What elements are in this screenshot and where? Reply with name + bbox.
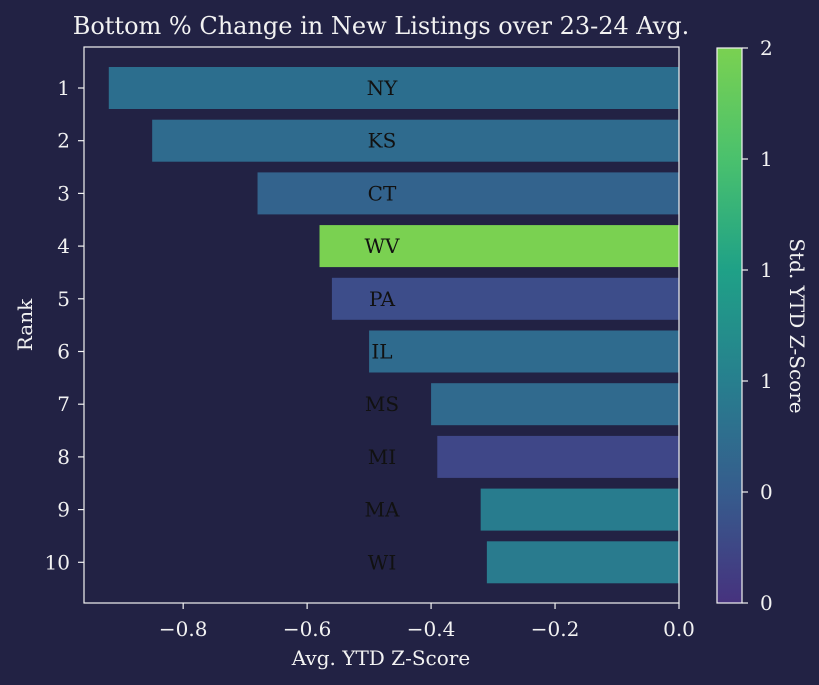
bar-labels-group: NY KS CT WV PA IL MS MI MA WI <box>365 76 401 574</box>
y-tick-label: 9 <box>57 498 70 522</box>
y-tick-label: 6 <box>57 340 70 364</box>
x-tick-label: −0.8 <box>159 617 208 641</box>
colorbar-label: Std. YTD Z-Score <box>785 238 809 413</box>
colorbar-tick-label: 2 <box>760 36 773 60</box>
bar-ct <box>257 172 679 215</box>
y-tick-label: 8 <box>57 445 70 469</box>
bar-label-wi: WI <box>368 550 396 574</box>
x-tick-label: −0.4 <box>407 617 456 641</box>
bar-label-wv: WV <box>365 234 401 258</box>
bar-label-ct: CT <box>368 181 397 205</box>
colorbar-ticks: 2 1 1 1 0 0 <box>742 36 773 615</box>
y-tick-label: 2 <box>57 129 70 153</box>
bar-label-pa: PA <box>369 287 396 311</box>
y-axis-label: Rank <box>13 298 37 351</box>
bar-ks <box>152 119 680 162</box>
bar-label-ma: MA <box>365 498 400 522</box>
plot-frame <box>83 46 680 604</box>
bar-mi <box>437 435 679 478</box>
colorbar <box>716 47 743 604</box>
bar-label-ms: MS <box>365 392 399 416</box>
colorbar-tick-label: 0 <box>760 480 773 504</box>
bar-wv <box>319 225 679 268</box>
y-tick-label: 4 <box>57 234 70 258</box>
y-tick-label: 7 <box>57 392 70 416</box>
chart-title: Bottom % Change in New Listings over 23-… <box>73 12 690 40</box>
bar-pa <box>331 277 679 320</box>
y-tick-label: 1 <box>57 76 70 100</box>
y-axis-ticks: 1 2 3 4 5 6 7 8 9 10 <box>45 76 84 574</box>
y-tick-label: 5 <box>57 287 70 311</box>
colorbar-tick-label: 1 <box>760 369 773 393</box>
x-tick-label: −0.2 <box>531 617 580 641</box>
x-tick-label: −0.6 <box>283 617 332 641</box>
colorbar-tick-label: 1 <box>760 258 773 282</box>
colorbar-tick-label: 1 <box>760 147 773 171</box>
bar-ms <box>431 383 679 426</box>
y-tick-label: 10 <box>45 550 70 574</box>
bar-ny <box>108 67 679 109</box>
bar-label-il: IL <box>371 340 392 364</box>
bar-il <box>369 330 679 373</box>
bars-group <box>108 67 680 584</box>
bar-wi <box>486 541 679 584</box>
bar-label-mi: MI <box>368 445 396 469</box>
x-tick-label: 0.0 <box>663 617 695 641</box>
x-axis-ticks: −0.8 −0.6 −0.4 −0.2 0.0 <box>159 603 695 641</box>
x-axis-label: Avg. YTD Z-Score <box>291 646 470 670</box>
colorbar-tick-label: 0 <box>760 591 773 615</box>
bar-ma <box>480 488 679 531</box>
y-tick-label: 3 <box>57 181 70 205</box>
bar-label-ks: KS <box>368 129 397 153</box>
bar-label-ny: NY <box>367 76 399 100</box>
